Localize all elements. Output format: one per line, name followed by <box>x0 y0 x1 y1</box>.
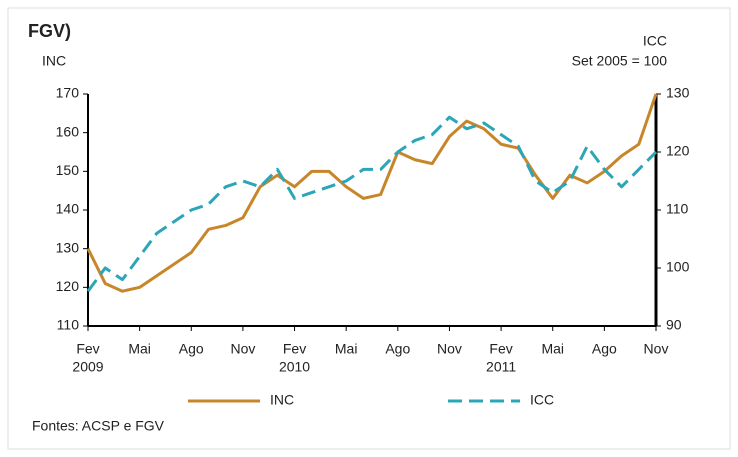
x-year-label: 2009 <box>72 359 103 375</box>
y-tick-label: 130 <box>56 239 80 255</box>
y-tick-label: 110 <box>57 317 80 333</box>
x-tick-label: Nov <box>437 341 462 357</box>
frame <box>7 7 731 450</box>
x-tick-label: Ago <box>592 341 617 357</box>
x-year-label: 2011 <box>486 359 516 375</box>
y-tick-label: 120 <box>56 278 80 294</box>
y-tick-label: 170 <box>56 85 80 101</box>
x-tick-label: Nov <box>644 341 669 357</box>
x-tick-label: Mai <box>541 341 564 357</box>
x-tick-label: Fev <box>76 341 99 357</box>
x-tick-label: Fev <box>283 341 306 357</box>
legend-label: ICC <box>530 392 554 408</box>
chart-title: FGV) <box>28 21 71 41</box>
x-tick-label: Nov <box>230 341 255 357</box>
series-line <box>86 115 658 293</box>
x-tick-label: Ago <box>179 341 204 357</box>
x-tick-label: Mai <box>335 341 358 357</box>
y2-tick-label: 90 <box>666 317 682 333</box>
y2-tick-label: 100 <box>666 259 690 275</box>
y-tick-label: 140 <box>56 201 80 217</box>
y2-tick-label: 130 <box>666 85 690 101</box>
x-tick-label: Ago <box>385 341 410 357</box>
x-tick-label: Fev <box>489 341 512 357</box>
y2-tick-label: 120 <box>666 143 690 159</box>
x-tick-label: Mai <box>128 341 151 357</box>
y-axis-label: INC <box>42 53 66 69</box>
y-tick-label: 160 <box>56 123 80 139</box>
x-year-label: 2010 <box>279 359 310 375</box>
y2-note: Set 2005 = 100 <box>572 53 668 69</box>
y2-axis-label: ICC <box>643 33 667 49</box>
y2-tick-label: 110 <box>666 201 689 217</box>
y-tick-label: 150 <box>56 162 80 178</box>
source: Fontes: ACSP e FGV <box>32 418 165 434</box>
legend-label: INC <box>270 392 294 408</box>
